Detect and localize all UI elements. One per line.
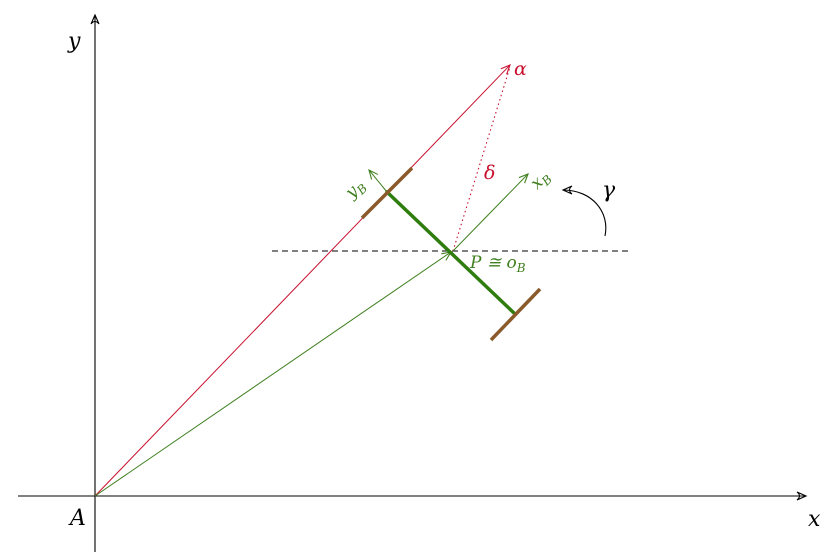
y-axis-label: y [67, 29, 81, 54]
x-body-label: xB [527, 166, 556, 195]
gamma-label: γ [602, 178, 616, 203]
gamma-rotation-arc [561, 185, 607, 237]
point-p-label: P ≅ oB [469, 253, 526, 275]
point-p-label-sub: B [516, 261, 526, 275]
right-wheel [489, 287, 542, 342]
alpha-vector [94, 64, 511, 497]
body-x-axis [452, 173, 529, 252]
body-y-axis [368, 168, 388, 193]
delta-label: δ [484, 162, 495, 184]
delta-dotted-line [452, 66, 511, 252]
position-vector-p [94, 251, 453, 497]
robot-axle [385, 190, 516, 315]
alpha-label: α [514, 58, 527, 80]
svg-text:yB: yB [341, 175, 370, 204]
origin-label: A [68, 506, 86, 531]
svg-text:xB: xB [527, 166, 556, 195]
left-wheel [360, 166, 414, 220]
x-axis-label: x [808, 507, 821, 532]
point-p-label-main: P ≅ o [469, 253, 517, 273]
y-body-label: yB [341, 175, 370, 204]
